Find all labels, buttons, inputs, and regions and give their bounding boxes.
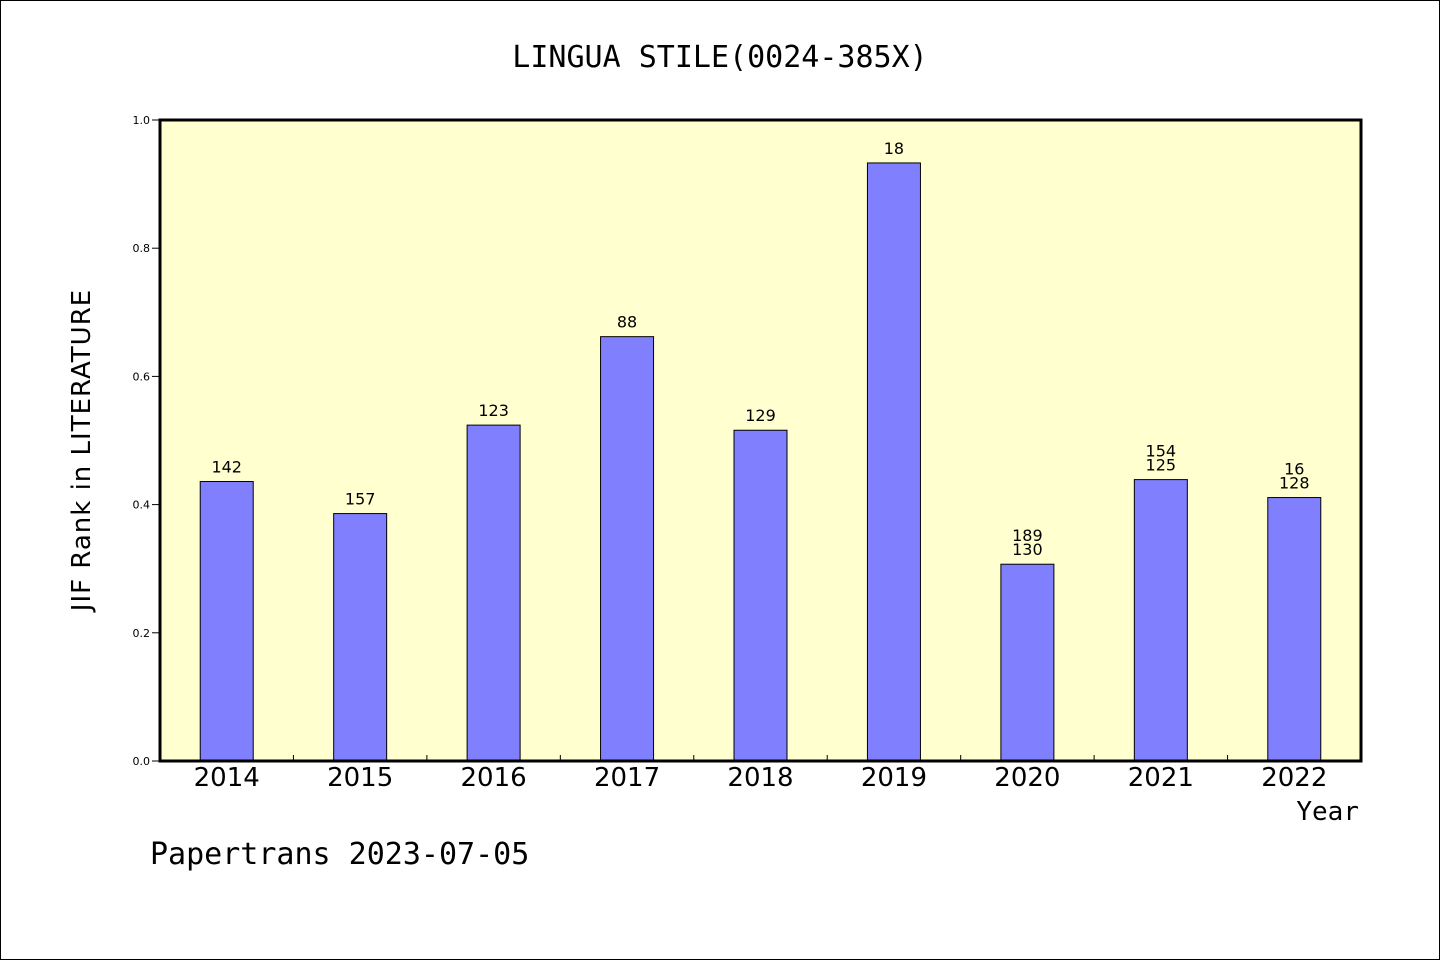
bar-2014 (199, 481, 254, 762)
x-tick-label-2019: 2019 (861, 763, 927, 793)
bar-label-2016: 123 (478, 401, 509, 420)
bar-label-2021-2: 125 (1146, 456, 1177, 475)
bar-label-2015: 157 (345, 490, 376, 509)
x-tick-label-2018: 2018 (727, 763, 793, 793)
x-tick-label-2015: 2015 (327, 763, 393, 793)
bar-2021 (1133, 479, 1188, 762)
bar-label-2019: 18 (884, 139, 904, 158)
bar-2019 (866, 162, 921, 762)
x-tick-label-2017: 2017 (594, 763, 660, 793)
x-axis-label: Year (1296, 797, 1359, 827)
x-tick-label-2016: 2016 (461, 763, 527, 793)
bar-label-2020-1: 189 (1012, 526, 1043, 545)
x-tick-label-2020: 2020 (994, 763, 1060, 793)
bar-label-2017: 88 (617, 313, 637, 332)
y-tick-label-0.0: 0.0 (133, 755, 151, 768)
bar-label-2018: 129 (745, 406, 776, 425)
bar-label-2020-2: 130 (1012, 540, 1043, 559)
bar-2016 (466, 424, 521, 762)
x-axis: 2014 2015 2016 2017 2018 2019 2020 2021 2022 (194, 755, 1327, 793)
bar-2022 (1267, 497, 1322, 762)
bar-2020 (1000, 563, 1055, 762)
y-tick-label-0.6: 0.6 (133, 370, 151, 383)
x-tick-label-2014: 2014 (194, 763, 260, 793)
watermark: Papertrans 2023-07-05 (150, 837, 529, 872)
y-axis-label: JIF Rank in LITERATURE (67, 289, 97, 613)
bar-label-2022-1: 16 (1284, 460, 1304, 479)
bar-label-2014: 142 (211, 458, 242, 477)
bars-group (199, 162, 1322, 762)
y-tick-label-1.0: 1.0 (133, 114, 151, 127)
bar-label-2021-1: 154 (1146, 442, 1177, 461)
bar-2017 (600, 336, 655, 762)
bar-label-2022-2: 128 (1279, 474, 1310, 493)
bar-2018 (733, 429, 788, 762)
y-tick-label-0.4: 0.4 (133, 499, 151, 512)
y-tick-label-0.8: 0.8 (133, 242, 151, 255)
bar-2015 (333, 513, 388, 762)
chart-title: LINGUA STILE(0024-385X) (512, 40, 927, 75)
x-tick-label-2021: 2021 (1128, 763, 1194, 793)
plot-border (158, 118, 1363, 763)
x-tick-label-2022: 2022 (1261, 763, 1327, 793)
y-tick-label-0.2: 0.2 (133, 627, 151, 640)
y-axis: 0.0 0.2 0.4 0.6 0.8 1.0 (133, 114, 160, 768)
